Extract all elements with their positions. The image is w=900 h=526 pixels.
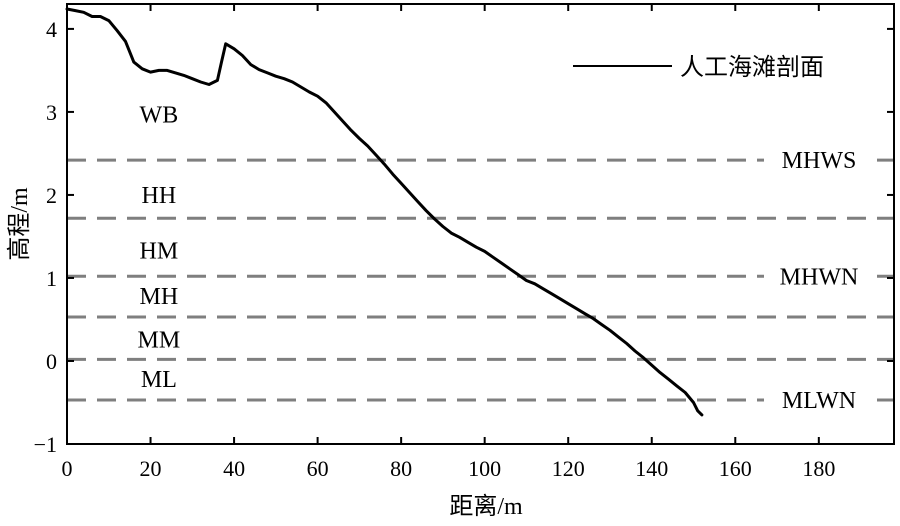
level-label-bg-5 — [764, 386, 874, 414]
zone-labels: WB HH HM MH MM ML — [138, 102, 181, 393]
x-tick-label-120: 120 — [552, 456, 585, 481]
zone-label-hm: HM — [140, 239, 179, 265]
x-tick-label-60: 60 — [307, 456, 329, 481]
x-tick-label-80: 80 — [390, 456, 412, 481]
y-axis-title: 高程/m — [6, 187, 33, 261]
x-tick-label-180: 180 — [802, 456, 835, 481]
level-labels: MHWS MHWN MLWN — [764, 146, 874, 414]
y-tick-label-1: 0 — [46, 349, 57, 374]
reference-lines — [67, 158, 894, 402]
x-tick-label-100: 100 — [468, 456, 501, 481]
level-label-bg-2 — [764, 262, 874, 291]
legend: 人工海滩剖面 — [573, 53, 824, 81]
zone-label-ml: ML — [141, 367, 177, 393]
y-tick-label-4: 3 — [46, 100, 57, 125]
series-line-profile — [65, 7, 704, 417]
zone-label-mm: MM — [138, 327, 181, 353]
y-axis-ticks: −1 0 1 2 3 4 — [34, 17, 894, 457]
zone-label-mh: MH — [140, 284, 179, 310]
x-tick-label-0: 0 — [62, 456, 73, 481]
x-tick-label-40: 40 — [223, 456, 245, 481]
x-tick-label-140: 140 — [635, 456, 668, 481]
level-label-mhws: MHWS — [782, 148, 857, 174]
y-tick-label-5: 4 — [46, 17, 57, 42]
level-label-mlwn: MLWN — [782, 388, 856, 414]
x-tick-label-160: 160 — [719, 456, 752, 481]
series-layer — [65, 7, 704, 417]
level-label-mhwn: MHWN — [780, 264, 859, 290]
zone-label-hh: HH — [142, 183, 177, 209]
y-tick-label-3: 2 — [46, 183, 57, 208]
x-axis-title: 距离/m — [449, 493, 523, 520]
level-label-bg-0 — [764, 146, 874, 175]
x-axis-ticks: 0 20 40 60 80 100 120 140 160 180 — [62, 4, 835, 481]
x-tick-label-20: 20 — [140, 456, 162, 481]
y-tick-label-2: 1 — [46, 266, 57, 291]
y-tick-label-0: −1 — [34, 432, 57, 457]
legend-entry-label: 人工海滩剖面 — [680, 53, 824, 81]
plot-frame — [66, 3, 895, 445]
zone-label-wb: WB — [140, 102, 179, 128]
